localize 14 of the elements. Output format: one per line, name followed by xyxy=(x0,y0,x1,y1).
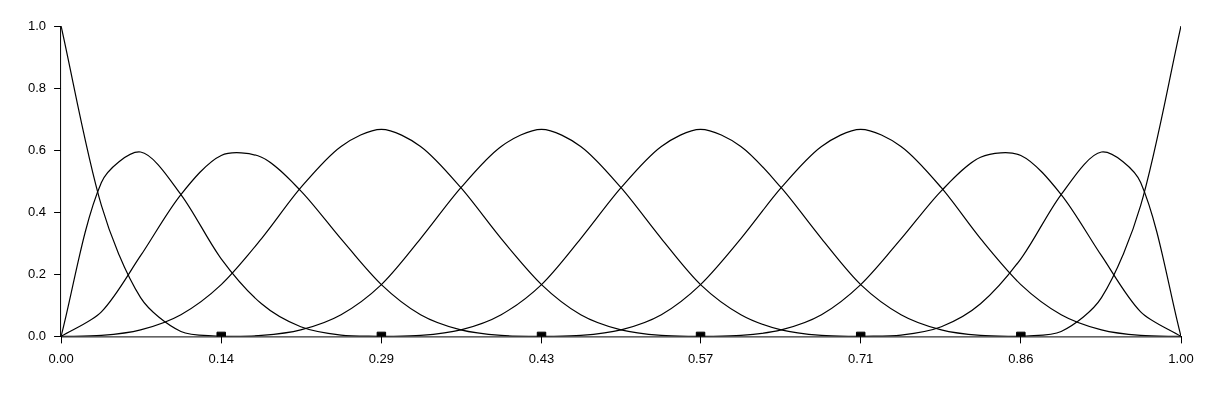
x-tick-label: 0.29 xyxy=(368,350,395,366)
x-tick-label: 1.00 xyxy=(1168,350,1194,366)
x-tick-label: 0.14 xyxy=(208,350,234,366)
x-tick-label: 0.57 xyxy=(687,350,714,366)
y-tick-label: 0.0 xyxy=(27,327,47,343)
x-tick-label: 0.71 xyxy=(848,350,874,366)
y-tick-label: 0.6 xyxy=(27,141,47,157)
x-tick-label: 0.86 xyxy=(1008,350,1034,366)
y-tick-label: 1.0 xyxy=(27,17,47,33)
x-tick-label: 0.00 xyxy=(48,350,74,366)
x-tick-label: 0.43 xyxy=(528,350,555,366)
y-tick-label: 0.8 xyxy=(27,79,47,95)
y-tick-label: 0.4 xyxy=(27,203,47,219)
y-tick-label: 0.2 xyxy=(27,265,47,281)
